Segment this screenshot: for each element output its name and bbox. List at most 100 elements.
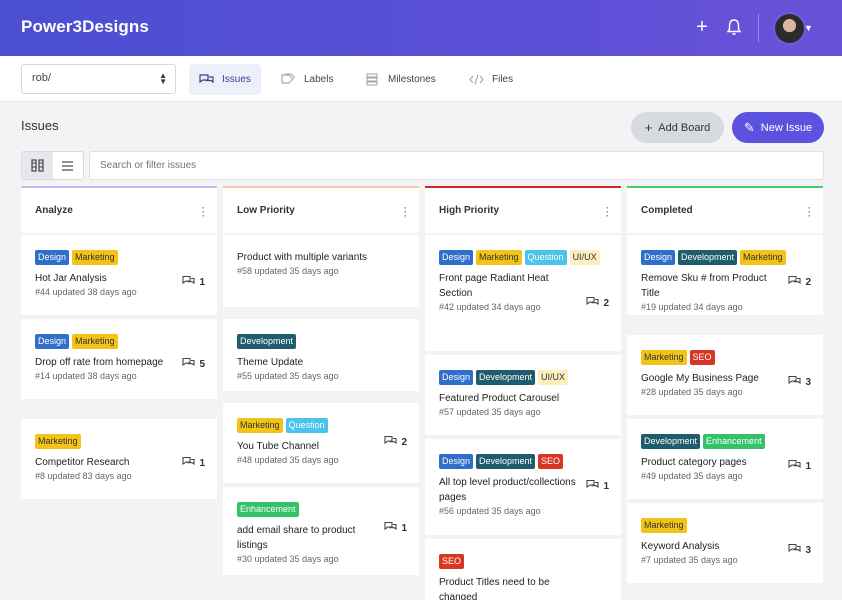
label-badge[interactable]: Marketing xyxy=(237,418,283,433)
comment-count-value: 5 xyxy=(199,358,205,370)
issue-card[interactable]: Design Development Marketing Remove Sku # f… xyxy=(627,235,823,315)
brand-name[interactable]: Power3Designs xyxy=(21,17,149,36)
issue-title[interactable]: Front page Radiant Heat Section xyxy=(439,273,549,299)
label-badge[interactable]: SEO xyxy=(439,554,465,569)
label-badge[interactable]: Marketing xyxy=(641,350,687,365)
kebab-menu-icon[interactable]: · · · xyxy=(808,203,811,221)
issue-title[interactable]: Google My Business Page xyxy=(641,373,759,384)
column-title: High Priority xyxy=(439,205,500,216)
label-badge[interactable]: UI/UX xyxy=(538,370,569,385)
tab-files[interactable]: Files xyxy=(459,64,523,95)
issue-title[interactable]: Product with multiple variants xyxy=(237,252,368,263)
issue-title[interactable]: Drop off rate from homepage xyxy=(35,357,164,368)
issue-card[interactable]: SEO Product Titles need to be changed xyxy=(425,539,621,600)
comment-icon xyxy=(182,456,199,470)
issue-title[interactable]: Product category pages xyxy=(641,457,747,468)
label-badge[interactable]: Marketing xyxy=(72,334,118,349)
kebab-menu-icon[interactable]: · · · xyxy=(404,203,407,221)
kebab-menu-icon[interactable]: · · · xyxy=(202,203,205,221)
view-toggle xyxy=(21,151,84,180)
issue-card[interactable]: Marketing Keyword Analysis #7 updated 35 d… xyxy=(627,503,823,583)
issue-card[interactable]: Marketing Competitor Research #8 updated 8… xyxy=(21,419,217,499)
label-badge[interactable]: Marketing xyxy=(476,250,522,265)
label-badge[interactable]: UI/UX xyxy=(569,250,600,265)
issue-title[interactable]: All top level product/collections pages xyxy=(439,477,576,503)
issue-card[interactable]: Development Theme Update #55 updated 35 da… xyxy=(223,319,419,391)
milestone-icon xyxy=(366,73,378,86)
comment-count-value: 2 xyxy=(401,436,407,448)
comment-count-value: 1 xyxy=(603,480,609,492)
issue-title[interactable]: Keyword Analysis xyxy=(641,541,720,552)
issue-card[interactable]: Development Enhancement Product category p… xyxy=(627,419,823,499)
tab-issues[interactable]: Issues xyxy=(189,64,261,95)
label-list: Design Development Marketing xyxy=(641,250,809,265)
label-badge[interactable]: Enhancement xyxy=(703,434,765,449)
tab-milestones[interactable]: Milestones xyxy=(355,64,446,95)
comment-count-value: 1 xyxy=(401,522,407,534)
issue-card[interactable]: Marketing SEO Google My Business Page #28 u… xyxy=(627,335,823,415)
issue-card[interactable]: Design Marketing Question UI/UX Front page R… xyxy=(425,235,621,351)
issue-card[interactable]: Product with multiple variants #58 update… xyxy=(223,235,419,307)
label-badge[interactable]: Development xyxy=(237,334,297,349)
label-badge[interactable]: Marketing xyxy=(35,434,81,449)
issue-title[interactable]: Theme Update xyxy=(237,357,304,368)
issue-title[interactable]: Competitor Research xyxy=(35,457,130,468)
list-view-button[interactable] xyxy=(53,152,84,179)
label-list: Design Marketing xyxy=(35,334,203,349)
board-column: Analyze · · · Design Marketing Hot Jar Analysi… xyxy=(21,186,217,499)
issue-meta: #28 updated 35 days ago xyxy=(641,387,743,397)
label-list: Marketing xyxy=(35,434,203,449)
issue-title[interactable]: Product Titles need to be changed xyxy=(439,577,550,600)
label-badge[interactable]: Design xyxy=(35,334,70,349)
issue-card[interactable]: Design Marketing Hot Jar Analysis #44 updat… xyxy=(21,235,217,315)
label-badge[interactable]: SEO xyxy=(538,454,564,469)
select-arrows-icon: ▲ ▼ xyxy=(159,71,167,86)
issue-title[interactable]: You Tube Channel xyxy=(237,441,319,452)
issue-title[interactable]: Remove Sku # from Product Title xyxy=(641,273,767,299)
repo-select[interactable]: rob/ ▲ ▼ xyxy=(21,64,176,94)
issue-title[interactable]: Featured Product Carousel xyxy=(439,393,560,404)
issue-card[interactable]: Enhancement add email share to product li… xyxy=(223,487,419,575)
issue-card[interactable]: Marketing Question You Tube Channel #48 upd… xyxy=(223,403,419,483)
label-badge[interactable]: Design xyxy=(35,250,70,265)
label-list: Development Enhancement xyxy=(641,434,809,449)
issue-card[interactable]: Design Development SEO All top level produc… xyxy=(425,439,621,535)
chevron-down-icon[interactable]: ▼ xyxy=(804,23,813,33)
board-view-button[interactable] xyxy=(22,152,53,179)
label-badge[interactable]: SEO xyxy=(689,350,715,365)
label-badge[interactable]: Development xyxy=(678,250,738,265)
search-input[interactable] xyxy=(89,151,824,180)
comment-count: 1 xyxy=(384,521,407,535)
label-badge[interactable]: Marketing xyxy=(740,250,786,265)
issue-title[interactable]: Hot Jar Analysis xyxy=(35,273,107,284)
issue-meta: #42 updated 34 days ago xyxy=(439,302,541,312)
comment-count-value: 1 xyxy=(199,276,205,288)
label-badge[interactable]: Question xyxy=(524,250,567,265)
label-badge[interactable]: Enhancement xyxy=(237,502,299,517)
issue-card[interactable]: Design Marketing Drop off rate from homepa… xyxy=(21,319,217,399)
issue-card[interactable]: Design Development UI/UX Featured Product C… xyxy=(425,355,621,435)
label-badge[interactable]: Development xyxy=(641,434,701,449)
top-bar: Power3Designs + ▼ xyxy=(0,0,842,56)
label-badge[interactable]: Marketing xyxy=(641,518,687,533)
label-badge[interactable]: Design xyxy=(641,250,676,265)
plus-icon[interactable]: + xyxy=(696,16,708,38)
label-badge[interactable]: Design xyxy=(439,370,474,385)
bell-icon[interactable] xyxy=(726,18,744,38)
label-badge[interactable]: Question xyxy=(285,418,328,433)
comment-count: 2 xyxy=(586,296,609,310)
label-badge[interactable]: Marketing xyxy=(72,250,118,265)
label-badge[interactable]: Development xyxy=(476,454,536,469)
label-badge[interactable]: Design xyxy=(439,250,474,265)
new-issue-button[interactable]: ✎ New Issue xyxy=(732,112,824,143)
label-badge[interactable]: Design xyxy=(439,454,474,469)
tab-labels[interactable]: Labels xyxy=(271,64,343,95)
tag-icon xyxy=(281,73,296,84)
add-board-button[interactable]: + Add Board xyxy=(631,112,724,143)
label-badge[interactable]: Development xyxy=(476,370,536,385)
avatar[interactable] xyxy=(773,12,806,45)
pencil-icon: ✎ xyxy=(743,119,755,135)
issue-title[interactable]: add email share to product listings xyxy=(237,525,356,551)
label-list: Design Development UI/UX xyxy=(439,370,607,385)
kebab-menu-icon[interactable]: · · · xyxy=(606,203,609,221)
